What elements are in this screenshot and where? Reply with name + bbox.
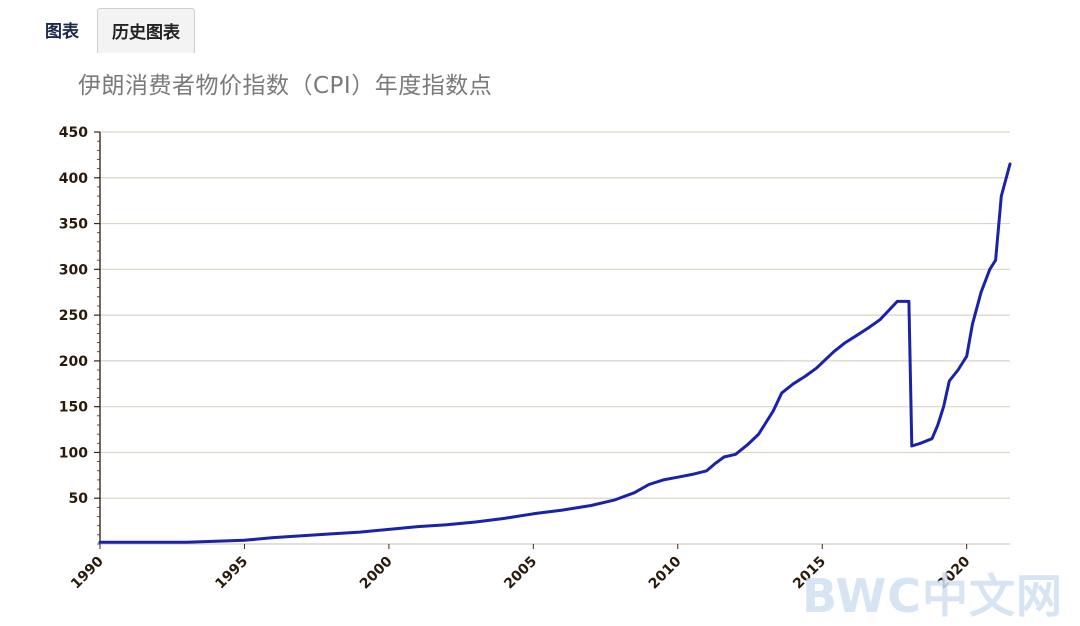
tab-chart[interactable]: 图表 [45, 22, 79, 42]
y-tick-label: 200 [59, 354, 88, 370]
chart-title: 伊朗消费者物价指数（CPI）年度指数点 [78, 73, 493, 99]
cpi-series-line [98, 162, 1012, 544]
y-tick-label: 350 [59, 217, 88, 233]
x-tick-label: 2005 [501, 554, 540, 593]
watermark: BWC中文网 [802, 569, 1064, 623]
y-tick-label: 450 [59, 125, 88, 141]
y-tick-label: 250 [59, 308, 88, 324]
x-tick-label: 1990 [68, 553, 107, 592]
tab-history-chart[interactable]: 历史图表 [97, 8, 195, 53]
y-tick-label: 100 [59, 445, 88, 461]
chart-tabs: 图表 历史图表 [30, 8, 220, 54]
x-tick-label: 2000 [357, 553, 396, 592]
y-tick-label: 300 [59, 262, 88, 278]
x-tick-label: 1995 [212, 554, 251, 593]
y-tick-label: 400 [59, 171, 88, 187]
x-tick-label: 2010 [646, 553, 685, 592]
y-tick-label: 50 [69, 491, 89, 507]
y-tick-label: 150 [59, 400, 88, 416]
